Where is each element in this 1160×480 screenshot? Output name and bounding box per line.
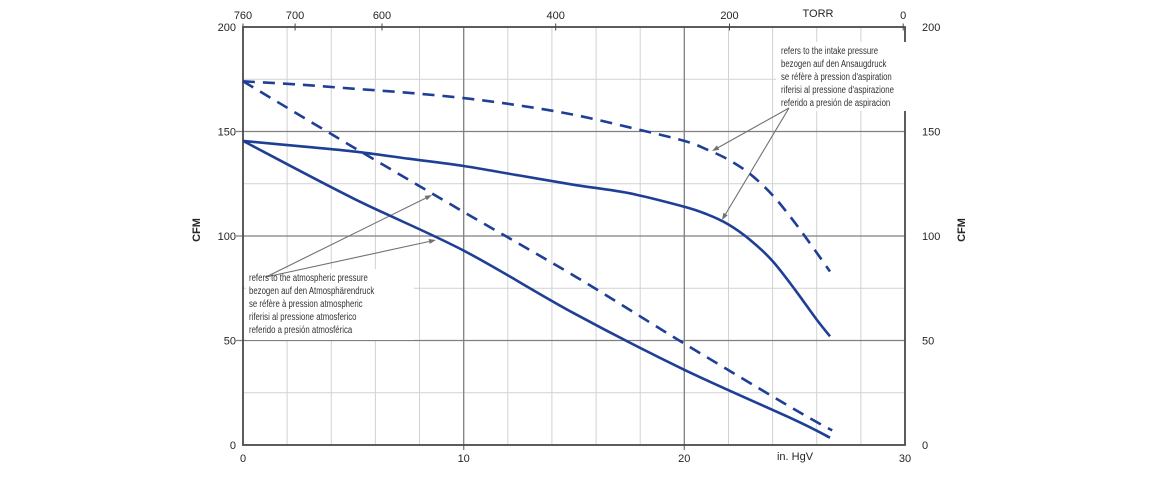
annotation-line-it: riferisi al pressione d'aspirazione: [781, 85, 894, 96]
curve-intake-solid: [242, 139, 832, 338]
svg-text:30: 30: [899, 453, 911, 465]
curve-atmospheric-solid: [242, 139, 831, 439]
svg-text:200: 200: [720, 10, 738, 22]
svg-text:600: 600: [373, 10, 391, 22]
curve-atmospheric-dashed: [242, 80, 833, 432]
annotation-line-fr: se réfère à pression d'aspiration: [781, 72, 892, 83]
svg-text:150: 150: [218, 127, 236, 139]
svg-text:760: 760: [234, 10, 252, 22]
svg-text:0: 0: [230, 440, 236, 452]
svg-text:150: 150: [922, 127, 940, 139]
annotation-line-es: referido a presión de aspiracion: [781, 98, 891, 109]
annotation-line-it: riferisi al pressione atmosferico: [249, 312, 357, 323]
annotation-line-es: referido a presión atmosférica: [249, 325, 353, 336]
right-axis-title-cfm: CFM: [956, 218, 968, 242]
svg-text:50: 50: [922, 336, 934, 348]
left-axis-title-cfm: CFM: [191, 218, 203, 242]
annotation-atmospheric-pressure: refers to the atmospheric pressure bezog…: [246, 269, 414, 340]
svg-text:0: 0: [900, 10, 906, 22]
annotation-line-de: bezogen auf den Ansaugdruck: [781, 59, 887, 70]
svg-text:0: 0: [922, 440, 928, 452]
annotation-line-en: refers to the intake pressure: [781, 46, 879, 57]
svg-text:100: 100: [218, 231, 236, 243]
annotation-line-fr: se réfère à pression atmospheric: [249, 299, 363, 310]
annotation-atmospheric-text: refers to the atmospheric pressure bezog…: [249, 272, 378, 337]
svg-text:200: 200: [922, 22, 940, 34]
annotation-intake-text: refers to the intake pressure bezogen au…: [781, 45, 894, 110]
annotation-line-en: refers to the atmospheric pressure: [249, 273, 368, 284]
svg-text:0: 0: [240, 453, 246, 465]
annotation-intake-pressure: refers to the intake pressure bezogen au…: [776, 43, 906, 111]
svg-text:200: 200: [218, 22, 236, 34]
svg-text:400: 400: [547, 10, 565, 22]
svg-text:100: 100: [922, 231, 940, 243]
svg-text:700: 700: [286, 10, 304, 22]
top-axis-unit-torr: TORR: [802, 8, 834, 20]
svg-text:10: 10: [458, 453, 470, 465]
svg-text:20: 20: [678, 453, 690, 465]
bottom-axis-unit-inhgv: in. HgV: [776, 451, 814, 463]
annotation-line-de: bezogen auf den Atmosphärendruck: [249, 286, 375, 297]
svg-text:50: 50: [224, 336, 236, 348]
curve-intake-dashed: [242, 80, 832, 273]
